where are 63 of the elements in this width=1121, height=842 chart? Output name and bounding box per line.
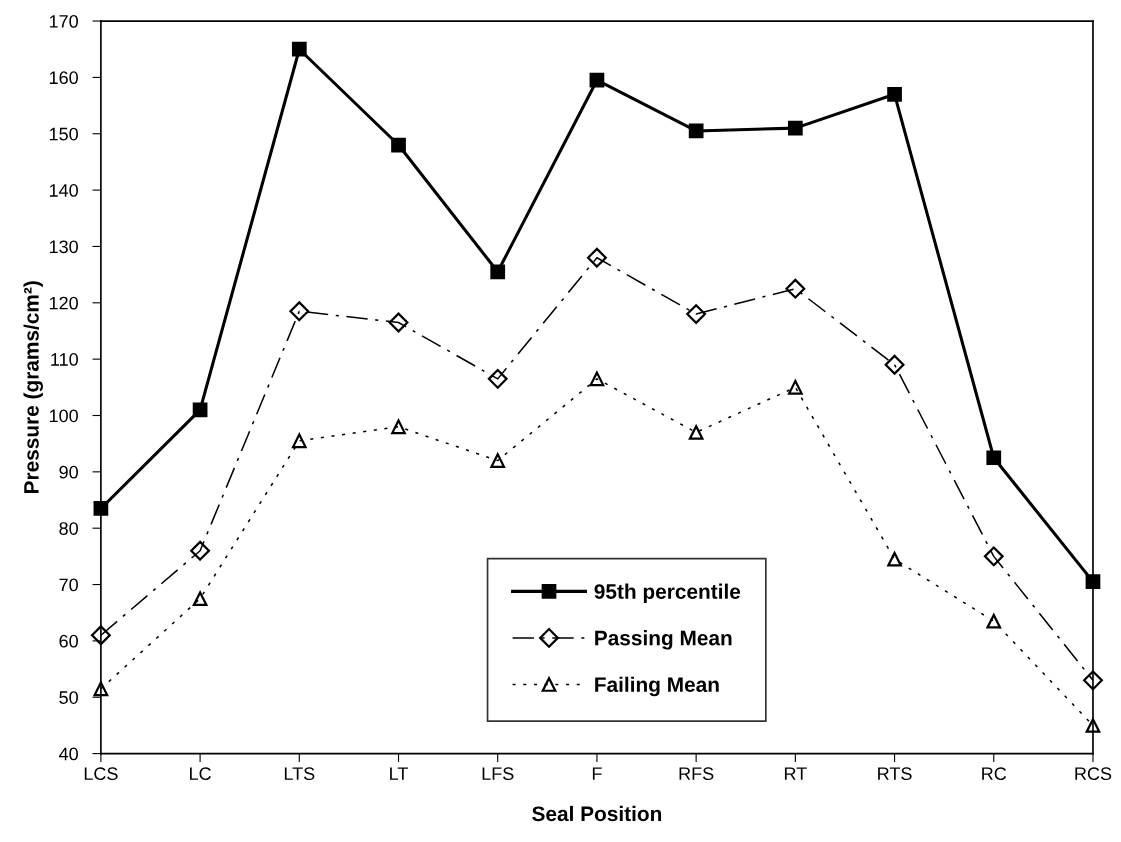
- point: [1085, 718, 1101, 733]
- point: [986, 613, 1002, 629]
- y-tick-label: 100: [49, 409, 78, 423]
- point: [291, 433, 307, 449]
- y-tick-label: 80: [59, 522, 78, 535]
- y-tick-label: 110: [51, 353, 78, 366]
- point: [487, 368, 508, 389]
- y-tick-label: 140: [49, 184, 78, 197]
- x-axis-title: Seal Position: [532, 805, 662, 822]
- point: [391, 137, 406, 153]
- y-tick-label: 150: [49, 127, 78, 141]
- point: [93, 501, 109, 516]
- point: [589, 72, 605, 88]
- point: [490, 453, 506, 468]
- x-tick-label: LT: [390, 767, 408, 780]
- x-tick-label: F: [592, 767, 602, 780]
- x-tick-label: LCS: [84, 767, 118, 781]
- point: [90, 625, 111, 646]
- point: [1085, 574, 1101, 590]
- point: [884, 354, 905, 375]
- point: [787, 120, 803, 136]
- point: [586, 247, 607, 268]
- point: [190, 540, 211, 561]
- legend-label: Passing Mean: [595, 630, 732, 650]
- point: [589, 371, 605, 387]
- point: [986, 450, 1002, 466]
- y-tick-label: 120: [49, 296, 78, 310]
- legend-label: Failing Mean: [595, 676, 719, 697]
- x-tick-label: LTS: [284, 767, 315, 781]
- point: [688, 123, 704, 139]
- point: [192, 591, 208, 606]
- point: [887, 86, 902, 102]
- y-tick-label: 170: [49, 14, 78, 28]
- legend-label: 95th percentile: [594, 583, 741, 604]
- point: [192, 402, 208, 418]
- x-tick-label: LC: [190, 767, 211, 781]
- y-tick-label: 50: [59, 691, 78, 704]
- point: [289, 301, 310, 322]
- point: [1083, 670, 1103, 691]
- x-tick-label: RTS: [878, 767, 912, 781]
- point: [686, 304, 707, 325]
- x-tick-label: RT: [784, 767, 807, 780]
- point: [983, 546, 1004, 567]
- x-tick-label: RFS: [679, 767, 714, 781]
- point: [785, 278, 806, 299]
- point: [93, 681, 109, 697]
- y-tick-label: 130: [49, 240, 78, 254]
- y-tick-label: 90: [59, 465, 78, 479]
- y-tick-label: 60: [59, 634, 78, 648]
- point: [490, 264, 506, 280]
- point: [388, 312, 409, 333]
- y-axis-title: Pressure (grams/cm²): [23, 281, 43, 494]
- point: [291, 41, 307, 57]
- x-tick-label: RCS: [1075, 767, 1112, 781]
- y-tick-label: 70: [59, 578, 78, 592]
- point: [688, 425, 704, 440]
- x-tick-label: RC: [982, 767, 1007, 781]
- point: [887, 551, 902, 567]
- point: [391, 419, 406, 435]
- y-tick-label: 40: [59, 747, 78, 761]
- x-tick-label: LFS: [482, 767, 514, 781]
- y-tick-label: 160: [49, 71, 78, 85]
- point: [787, 379, 803, 395]
